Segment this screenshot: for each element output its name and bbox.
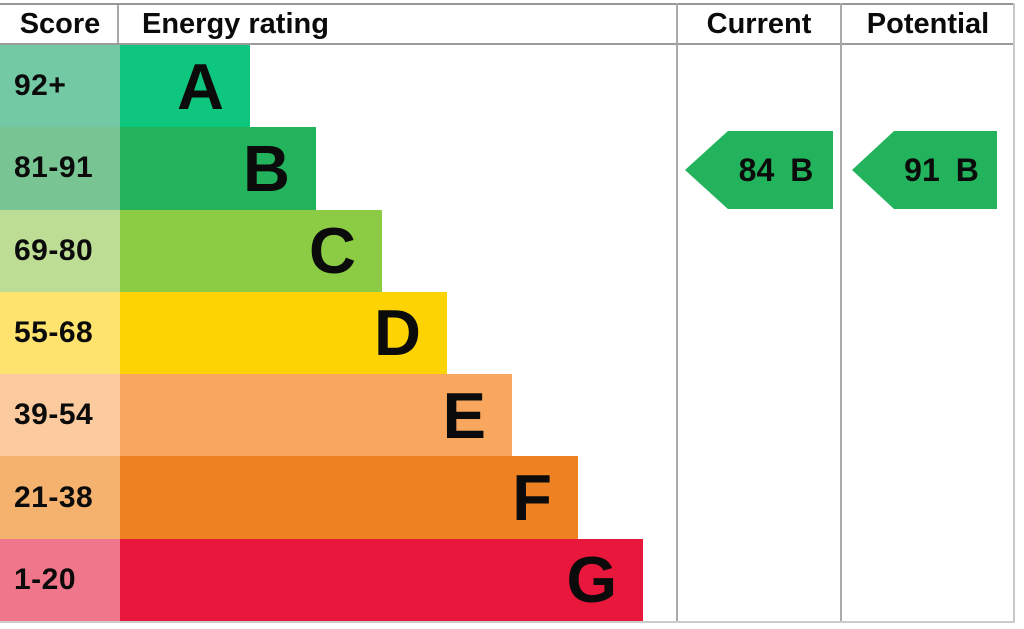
band-bar-g: G <box>120 538 643 621</box>
band-bar-c: C <box>120 209 382 292</box>
score-range-f: 21-38 <box>0 456 120 539</box>
score-range-g: 1-20 <box>0 538 120 621</box>
band-row-e: 39-54 E <box>0 374 676 457</box>
band-rows: 92+ A 81-91 B 69-80 C 55-68 D 39-54 E 21… <box>0 45 676 621</box>
band-bar-e: E <box>120 374 512 457</box>
band-bar-b: B <box>120 127 316 210</box>
header-score: Score <box>19 7 101 40</box>
table-right-border <box>1013 3 1015 623</box>
score-range-a: 92+ <box>0 45 120 128</box>
current-rating-score: 84 <box>738 151 775 188</box>
current-rating-arrow: 84 B <box>685 131 833 209</box>
band-row-a: 92+ A <box>0 45 676 128</box>
table-header: Score Energy rating Current Potential <box>0 3 1015 45</box>
column-divider-current <box>676 3 678 623</box>
band-row-b: 81-91 B <box>0 127 676 210</box>
band-row-g: 1-20 G <box>0 538 676 621</box>
band-bar-d: D <box>120 291 447 375</box>
score-range-b: 81-91 <box>0 127 120 210</box>
band-bar-f: F <box>120 456 578 539</box>
score-range-d: 55-68 <box>0 291 120 375</box>
band-row-f: 21-38 F <box>0 456 676 539</box>
band-row-d: 55-68 D <box>0 291 676 375</box>
potential-rating-band: B <box>955 151 979 188</box>
header-current: Current <box>706 7 812 40</box>
potential-rating-score: 91 <box>904 151 940 188</box>
score-range-e: 39-54 <box>0 374 120 457</box>
potential-rating-arrow: 91 B <box>852 131 997 209</box>
score-range-c: 69-80 <box>0 209 120 292</box>
current-rating-band: B <box>790 151 814 188</box>
header-energy-rating: Energy rating <box>142 7 329 40</box>
header-divider <box>117 5 119 43</box>
band-row-c: 69-80 C <box>0 209 676 292</box>
band-bar-a: A <box>120 45 250 128</box>
table-bottom-border <box>0 621 1015 623</box>
column-divider-potential <box>840 3 842 623</box>
header-potential: Potential <box>866 7 990 40</box>
